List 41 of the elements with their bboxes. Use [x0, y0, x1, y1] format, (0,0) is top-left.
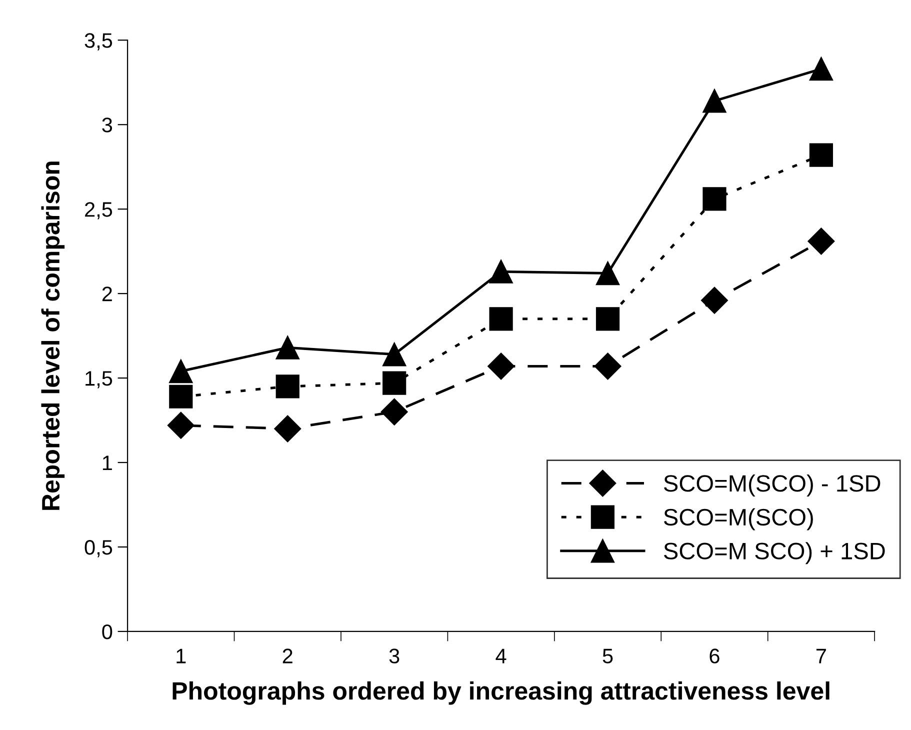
point — [167, 412, 194, 439]
y-tick-label: 1 — [102, 456, 112, 470]
point — [380, 398, 408, 426]
y-tick-label: 0,5 — [84, 540, 112, 558]
y-tick-label: 2 — [102, 286, 112, 302]
point — [382, 371, 406, 395]
y-tick-label: 0 — [102, 624, 112, 640]
y-tick-label: 2,5 — [85, 202, 112, 220]
point — [809, 57, 834, 81]
point — [276, 336, 300, 360]
y-tick-label: 1,5 — [86, 371, 112, 388]
x-tick-label: 7 — [816, 648, 826, 664]
point — [274, 415, 302, 442]
point — [702, 89, 726, 113]
point — [169, 384, 193, 408]
x-tick-label: 4 — [496, 648, 506, 664]
x-tick-label: 1 — [176, 648, 186, 664]
x-tick-label: 3 — [389, 648, 400, 664]
x-axis-title: Photographs ordered by increasing attractiveness level — [172, 681, 830, 705]
point — [489, 260, 513, 284]
point — [489, 307, 513, 331]
point — [701, 286, 728, 314]
point — [808, 228, 835, 255]
point — [702, 187, 726, 211]
legend-label: SCO=M(SCO) - 1SD — [664, 474, 880, 496]
x-tick-label: 6 — [710, 648, 720, 664]
point — [382, 342, 406, 366]
point — [488, 352, 515, 380]
x-tick-label: 2 — [282, 648, 292, 664]
y-tick-label: 3,5 — [84, 33, 112, 50]
legend-label: SCO=M SCO) + 1SD — [664, 542, 885, 564]
point — [594, 352, 622, 380]
point — [809, 143, 834, 167]
y-tick-label: 3 — [102, 118, 112, 132]
legend-label: SCO=M(SCO) — [664, 508, 813, 530]
point — [596, 307, 620, 331]
point — [276, 374, 300, 398]
point — [169, 359, 193, 384]
x-tick-label: 5 — [602, 648, 613, 664]
y-axis-title: Reported level of comparison — [41, 162, 65, 510]
point — [596, 261, 620, 286]
